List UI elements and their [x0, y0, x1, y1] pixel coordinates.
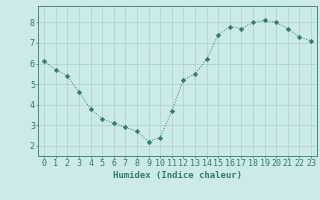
X-axis label: Humidex (Indice chaleur): Humidex (Indice chaleur) [113, 171, 242, 180]
